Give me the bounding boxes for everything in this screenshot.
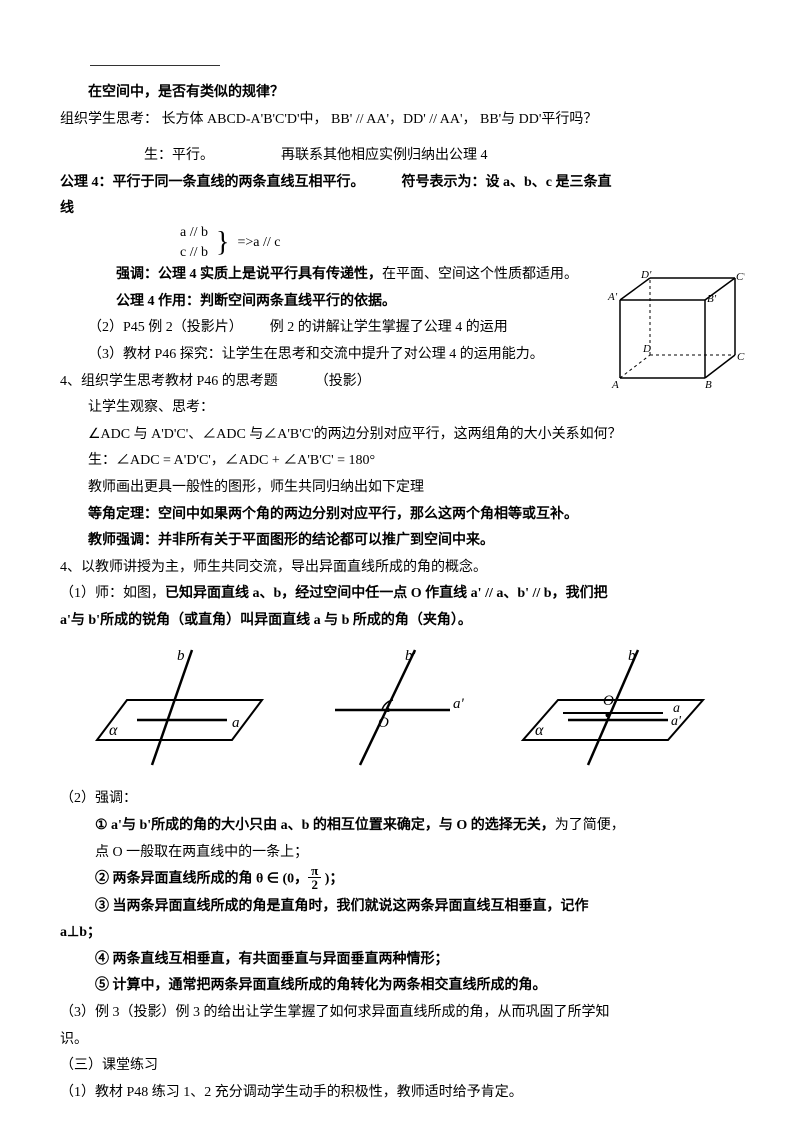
svg-text:A: A — [611, 379, 619, 390]
text: 生：平行。 — [144, 148, 214, 163]
example-3: （3）例 3（投影）例 3 的给出让学生掌握了如何求异面直线所成的角，从而巩固了… — [60, 1000, 740, 1027]
svg-text:b: b — [177, 648, 185, 664]
text: 4、组织学生思考教材 P46 的思考题 — [60, 374, 278, 389]
example-3b: 识。 — [60, 1027, 740, 1054]
text: ① a'与 b'所成的角的大小只由 a、b 的相互位置来确定，与 O 的选择无关… — [95, 818, 555, 833]
question-line: 在空间中，是否有类似的规律？ — [60, 80, 740, 107]
formula-bot: c // b — [180, 243, 208, 263]
text: 在平面、空间这个性质都适用。 — [382, 267, 578, 282]
fraction-pi-2: π2 — [308, 864, 321, 891]
svg-text:C: C — [737, 351, 745, 363]
svg-text:C': C' — [736, 271, 745, 283]
svg-text:a: a — [232, 715, 240, 731]
text: )； — [321, 872, 343, 887]
axiom4-line: 公理 4：平行于同一条直线的两条直线互相平行。 符号表示为：设 a、b、c 是三… — [60, 170, 740, 197]
text: 点 O 一般取在两直线中的一条上； — [95, 845, 308, 860]
svg-text:D: D — [642, 343, 651, 355]
point-1: ① a'与 b'所成的角的大小只由 a、b 的相互位置来确定，与 O 的选择无关… — [60, 813, 740, 840]
text: 强调：公理 4 实质上是说平行具有传递性， — [116, 267, 382, 282]
text: ② 两条异面直线所成的角 θ ∈ (0， — [95, 872, 308, 887]
spacer — [60, 133, 740, 143]
section-3: （三）课堂练习 — [60, 1053, 740, 1080]
observe-line: 让学生观察、思考： — [60, 395, 740, 422]
text: 例 2 的讲解让学生掌握了公理 4 的运用 — [270, 320, 508, 335]
svg-text:b': b' — [405, 648, 417, 664]
svg-text:D': D' — [640, 270, 652, 281]
teacher-emphasis: 教师强调：并非所有关于平面图形的结论都可以推广到空间中来。 — [60, 528, 740, 555]
formula-left: a // b c // b — [180, 223, 208, 262]
organize-think: 组织学生思考： 长方体 ABCD-A'B'C'D'中， BB' // AA'，D… — [60, 107, 740, 134]
axiom4-cont: 线 — [60, 196, 740, 223]
text: （2）P45 例 2（投影片） — [88, 320, 243, 335]
angle-answer: 生：∠ADC = A'D'C'，∠ADC + ∠A'B'C' = 180° — [60, 448, 740, 475]
plane-fig-3: b a' a O α — [503, 645, 723, 775]
point-5: ⑤ 计算中，通常把两条异面直线所成的角转化为两条相交直线所成的角。 — [60, 973, 740, 1000]
text: （投影） — [315, 374, 371, 389]
shi-line1: （1）师：如图，已知异面直线 a、b，经过空间中任一点 O 作直线 a' // … — [60, 581, 740, 608]
equal-angle-theorem: 等角定理：空间中如果两个角的两边分别对应平行，那么这两个角相等或互补。 — [60, 502, 740, 529]
text: 已知异面直线 a、b，经过空间中任一点 O 作直线 a' // a、b' // … — [165, 586, 608, 601]
point-2: ② 两条异面直线所成的角 θ ∈ (0，π2 )； — [60, 866, 740, 893]
svg-text:O: O — [603, 693, 614, 709]
text: BB' // AA'，DD' // AA'， BB'与 DD'平行吗？ — [331, 112, 597, 127]
formula-right: =>a // c — [237, 232, 280, 253]
svg-text:a': a' — [671, 714, 682, 729]
axiom4-title: 公理 4：平行于同一条直线的两条直线互相平行。 — [60, 175, 365, 190]
parallel-formula: a // b c // b } =>a // c — [60, 223, 740, 262]
three-plane-figures: b a α b' a' O b a' a O α — [60, 640, 740, 780]
text: 组织学生思考： 长方体 ABCD-A'B'C'D'中， — [60, 112, 328, 127]
text: 为了简便， — [555, 818, 625, 833]
exercise-p48: （1）教材 P48 练习 1、2 充分调动学生动手的积极性，教师适时给予肯定。 — [60, 1080, 740, 1107]
svg-text:α: α — [109, 722, 118, 739]
text: （1）师：如图， — [60, 586, 165, 601]
frac-num: π — [308, 864, 321, 878]
svg-text:a: a — [673, 701, 680, 716]
plane-fig-2: b' a' O — [310, 645, 470, 775]
header-rule — [90, 65, 220, 66]
point-1c: 点 O 一般取在两直线中的一条上； — [60, 840, 740, 867]
teacher-draw: 教师画出更具一般性的图形，师生共同归纳出如下定理 — [60, 475, 740, 502]
point-4: ④ 两条直线互相垂直，有共面垂直与异面垂直两种情形； — [60, 947, 740, 974]
brace: } — [216, 229, 229, 257]
angle-question: ∠ADC 与 A'D'C'、∠ADC 与∠A'B'C'的两边分别对应平行，这两组… — [60, 422, 740, 449]
formula-top: a // b — [180, 223, 208, 243]
text: 再联系其他相应实例归纳出公理 4 — [281, 148, 488, 163]
shi-line2: a'与 b'所成的锐角（或直角）叫异面直线 a 与 b 所成的角（夹角）。 — [60, 608, 740, 635]
svg-text:B': B' — [707, 293, 717, 305]
section-4b: 4、以教师讲授为主，师生共同交流，导出异面直线所成的角的概念。 — [60, 555, 740, 582]
svg-text:A': A' — [607, 291, 618, 303]
plane-fig-1: b a α — [77, 645, 277, 775]
sec2-emphasis: （2）强调： — [60, 786, 740, 813]
frac-den: 2 — [308, 878, 321, 891]
svg-text:α: α — [535, 722, 544, 739]
cube-figure: A B C D A' B' C' D' — [605, 270, 745, 390]
svg-text:O: O — [378, 715, 389, 731]
axiom4-symbol: 符号表示为：设 a、b、c 是三条直 — [402, 175, 612, 190]
point-3: ③ 当两条异面直线所成的角是直角时，我们就说这两条异面直线互相垂直，记作 — [60, 894, 740, 921]
svg-text:a': a' — [453, 696, 465, 712]
svg-text:b: b — [628, 648, 636, 664]
student-answer: 生：平行。 再联系其他相应实例归纳出公理 4 — [60, 143, 740, 170]
svg-text:B: B — [705, 379, 712, 390]
point-3b: a⊥b； — [60, 920, 740, 947]
